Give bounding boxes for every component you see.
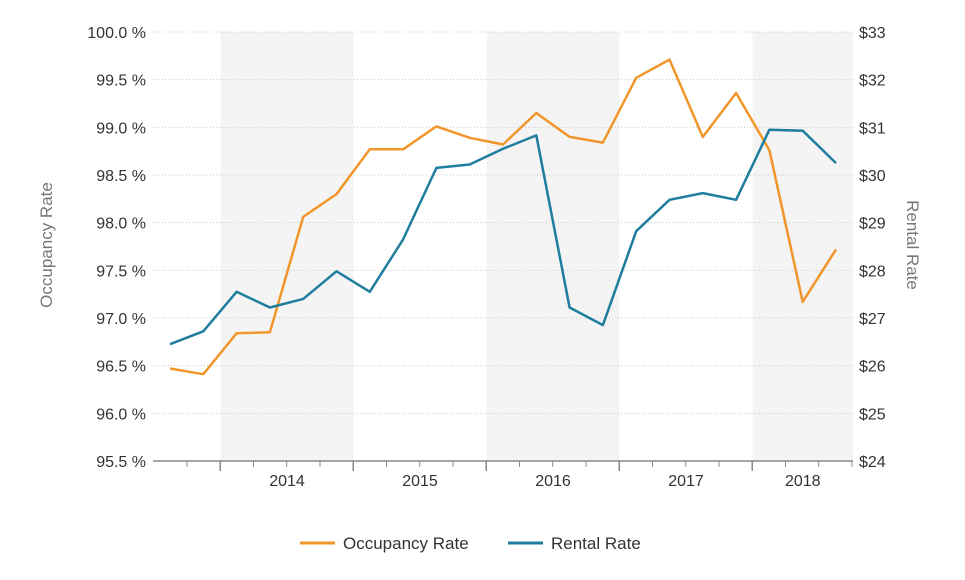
- x-tick-label: 2016: [535, 473, 571, 490]
- y-axis-right: $24 $25 $26 $27 $28 $29 $30 $31 $32 $33: [859, 25, 886, 471]
- legend-label-rental: Rental Rate: [551, 534, 641, 553]
- x-tick-label: 2014: [269, 473, 305, 490]
- y-right-tick-label: $32: [859, 73, 886, 90]
- y-axis-right-title: Rental Rate: [903, 200, 922, 290]
- y-right-tick-label: $26: [859, 359, 886, 376]
- x-tick-label: 2015: [402, 473, 438, 490]
- y-left-tick-label: 98.5 %: [96, 168, 146, 185]
- x-tick-label: 2017: [668, 473, 704, 490]
- band-2014: [220, 32, 354, 461]
- y-right-tick-label: $25: [859, 406, 886, 423]
- y-axis-left: 95.5 % 96.0 % 96.5 % 97.0 % 97.5 % 98.0 % 98.5…: [87, 25, 146, 471]
- legend: Occupancy Rate Rental Rate: [300, 534, 641, 553]
- year-bands: [220, 32, 853, 461]
- series-lines: [169, 58, 838, 376]
- x-tick-label: 2018: [785, 473, 821, 490]
- y-right-tick-label: $29: [859, 216, 886, 233]
- y-left-tick-label: 97.5 %: [96, 263, 146, 280]
- band-2016: [486, 32, 620, 461]
- band-2018: [752, 32, 853, 461]
- y-left-tick-label: 99.5 %: [96, 73, 146, 90]
- x-axis: 2014 2015 2016 2017 2018: [153, 460, 853, 490]
- y-right-tick-label: $24: [859, 454, 886, 471]
- series-line-occupancy-rate: [169, 58, 838, 376]
- legend-label-occupancy: Occupancy Rate: [343, 534, 469, 553]
- y-right-tick-label: $31: [859, 120, 886, 137]
- y-left-tick-label: 96.5 %: [96, 359, 146, 376]
- y-left-tick-label: 95.5 %: [96, 454, 146, 471]
- y-left-tick-label: 99.0 %: [96, 120, 146, 137]
- series-line-rental-rate: [169, 128, 837, 346]
- y-right-tick-label: $30: [859, 168, 886, 185]
- y-right-tick-label: $33: [859, 25, 886, 42]
- y-right-tick-label: $27: [859, 311, 886, 328]
- y-axis-left-title: Occupancy Rate: [37, 182, 56, 308]
- y-left-tick-label: 96.0 %: [96, 406, 146, 423]
- y-left-tick-label: 100.0 %: [87, 25, 146, 42]
- y-right-tick-label: $28: [859, 263, 886, 280]
- y-left-tick-label: 97.0 %: [96, 311, 146, 328]
- y-left-tick-label: 98.0 %: [96, 216, 146, 233]
